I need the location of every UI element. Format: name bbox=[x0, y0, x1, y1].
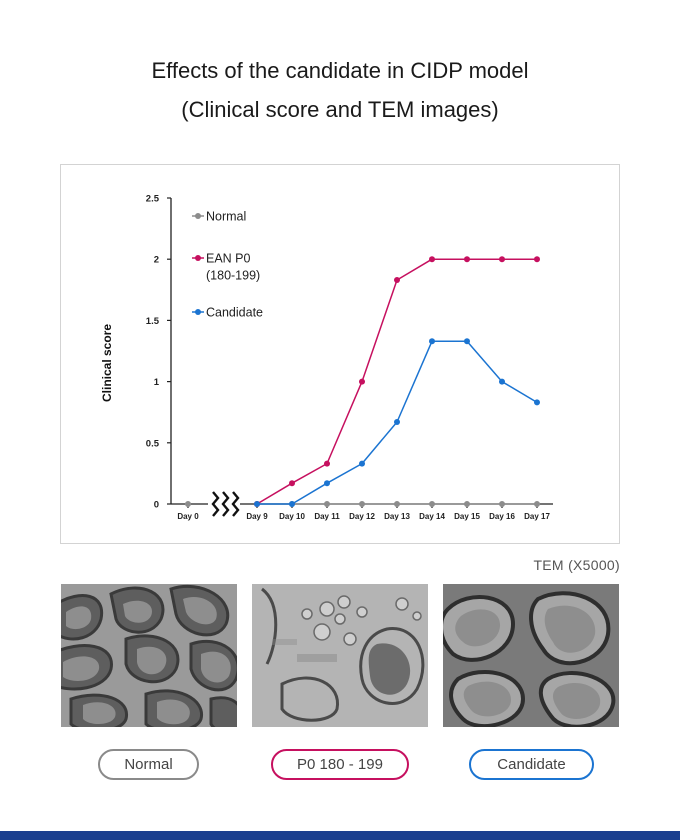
axis-break-icon bbox=[211, 491, 220, 517]
x-tick-label: Day 11 bbox=[314, 512, 340, 521]
data-point-ean-p0-180-199- bbox=[324, 460, 330, 467]
y-tick-label: 1 bbox=[154, 377, 160, 388]
data-point-ean-p0-180-199- bbox=[499, 256, 505, 263]
data-point-normal bbox=[499, 501, 505, 507]
y-tick-label: 2 bbox=[154, 255, 159, 266]
x-tick-label: Day 13 bbox=[384, 512, 410, 521]
legend-marker-ean-p0-180-199- bbox=[195, 255, 201, 261]
series-line-ean-p0-180-199- bbox=[396, 258, 433, 281]
data-point-normal bbox=[359, 501, 365, 507]
data-point-normal bbox=[394, 501, 400, 507]
legend-marker-candidate bbox=[195, 309, 201, 315]
image-label-p0: P0 180 - 199 bbox=[271, 749, 409, 780]
data-point-normal bbox=[185, 501, 191, 507]
series-line-candidate bbox=[361, 421, 398, 465]
series-line-ean-p0-180-199- bbox=[326, 381, 363, 464]
data-point-normal bbox=[534, 501, 540, 507]
clinical-score-chart: 0 0.5 1 1.5 2 2.5 Day 0 Day 9 Day 10 Day 11 Day 12… bbox=[100, 194, 553, 521]
page-title: Effects of the candidate in CIDP model bbox=[151, 58, 529, 83]
x-tick-label: Day 14 bbox=[419, 512, 445, 521]
data-point-normal bbox=[429, 501, 435, 507]
data-point-ean-p0-180-199- bbox=[464, 256, 470, 263]
legend-label-ean-p0-180-199-: (180-199) bbox=[206, 269, 260, 283]
x-tick-label: Day 16 bbox=[489, 512, 515, 521]
footer-bar bbox=[0, 831, 680, 840]
chart-panel: 0 0.5 1 1.5 2 2.5 Day 0 Day 9 Day 10 Day 11 Day 12… bbox=[60, 164, 620, 544]
series-line-candidate bbox=[501, 380, 538, 404]
x-tick-label: Day 0 bbox=[177, 512, 199, 521]
data-point-candidate bbox=[464, 338, 470, 345]
series-line-candidate bbox=[326, 462, 363, 484]
tem-image-candidate bbox=[443, 584, 619, 727]
data-point-ean-p0-180-199- bbox=[359, 378, 365, 385]
data-point-candidate bbox=[324, 480, 330, 487]
x-tick-label: Day 17 bbox=[524, 512, 550, 521]
data-point-ean-p0-180-199- bbox=[429, 256, 435, 263]
series-line-ean-p0-180-199- bbox=[291, 462, 328, 484]
y-tick-label: 1.5 bbox=[146, 316, 160, 327]
legend-marker-normal bbox=[195, 213, 201, 219]
y-tick-label: 2.5 bbox=[146, 194, 160, 205]
x-tick-label: Day 9 bbox=[246, 512, 268, 521]
tem-image-p0 bbox=[252, 584, 428, 727]
legend-label-ean-p0-180-199-: EAN P0 bbox=[206, 252, 251, 266]
data-point-candidate bbox=[254, 501, 260, 507]
tem-image-normal bbox=[61, 584, 237, 727]
y-tick-label: 0.5 bbox=[146, 438, 160, 449]
data-point-candidate bbox=[429, 338, 435, 345]
page-subtitle: (Clinical score and TEM images) bbox=[181, 97, 499, 122]
axis-break-icon bbox=[231, 491, 240, 517]
series-line-candidate bbox=[291, 482, 328, 505]
series-line-ean-p0-180-199- bbox=[256, 482, 293, 505]
x-tick-label: Day 12 bbox=[349, 512, 375, 521]
data-point-normal bbox=[324, 501, 330, 507]
axis-break-icon bbox=[221, 491, 230, 517]
legend-label-normal: Normal bbox=[206, 210, 246, 224]
image-label-normal: Normal bbox=[98, 749, 199, 780]
y-tick-label: 0 bbox=[154, 500, 159, 511]
tem-magnification-label: TEM (X5000) bbox=[533, 557, 620, 573]
data-point-candidate bbox=[499, 378, 505, 385]
series-line-ean-p0-180-199- bbox=[361, 279, 398, 382]
series-line-candidate bbox=[396, 340, 433, 423]
data-point-candidate bbox=[394, 418, 400, 425]
data-point-ean-p0-180-199- bbox=[289, 480, 295, 487]
x-tick-label: Day 10 bbox=[279, 512, 305, 521]
x-tick-label: Day 15 bbox=[454, 512, 480, 521]
image-label-candidate: Candidate bbox=[469, 749, 594, 780]
data-point-normal bbox=[464, 501, 470, 507]
data-point-ean-p0-180-199- bbox=[534, 256, 540, 263]
data-point-candidate bbox=[289, 501, 295, 507]
y-axis-label: Clinical score bbox=[100, 324, 114, 402]
series-line-candidate bbox=[466, 340, 503, 383]
data-point-ean-p0-180-199- bbox=[394, 277, 400, 284]
data-point-candidate bbox=[534, 399, 540, 406]
data-point-candidate bbox=[359, 460, 365, 467]
legend-label-candidate: Candidate bbox=[206, 306, 263, 320]
